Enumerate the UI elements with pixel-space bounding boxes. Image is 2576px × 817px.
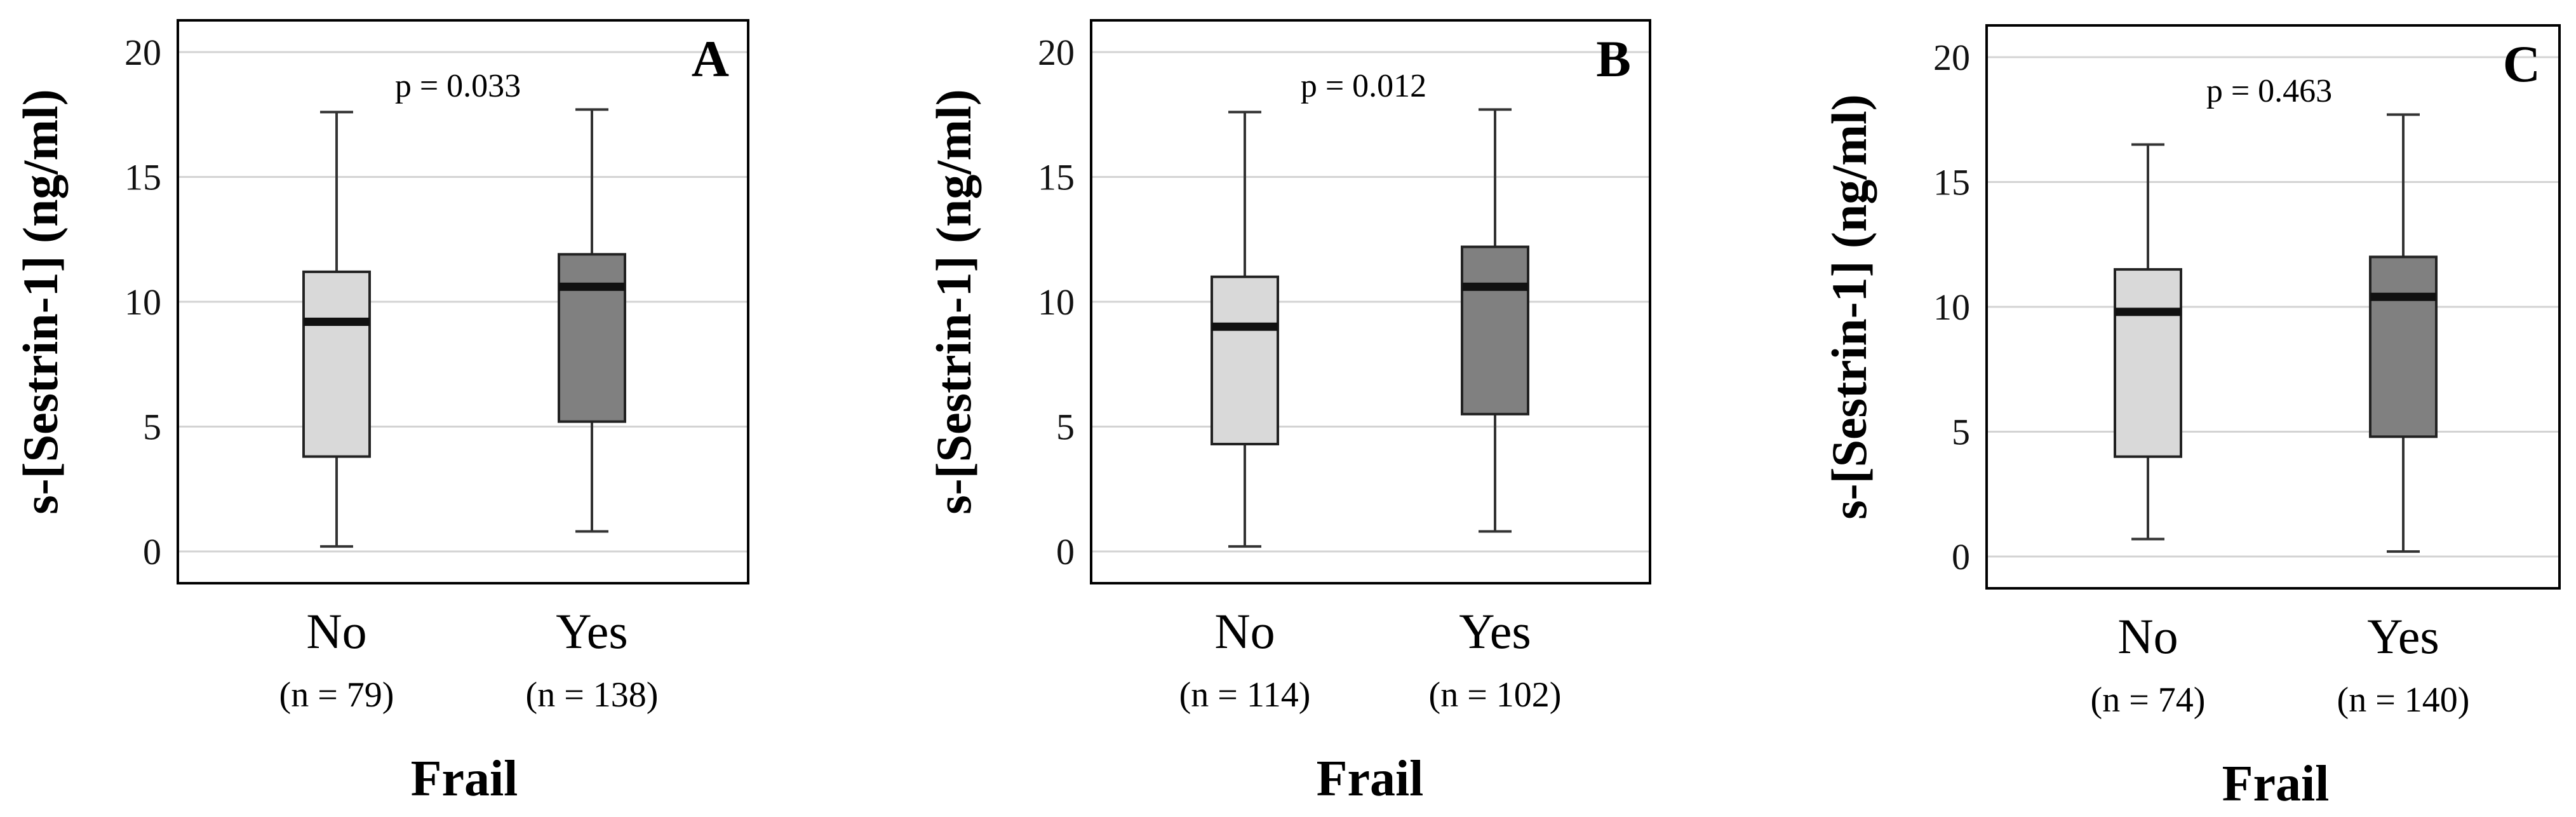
- plot-frame: [1985, 24, 2561, 590]
- y-tick-label: 0: [143, 531, 161, 572]
- x-axis-label: Frail: [411, 751, 518, 807]
- p-value-annotation: p = 0.033: [395, 68, 521, 104]
- y-tick-label: 15: [124, 157, 161, 198]
- x-category-label: No: [1214, 604, 1275, 659]
- y-tick-label: 15: [1933, 162, 1970, 203]
- y-tick-label: 5: [1056, 407, 1075, 448]
- y-tick-label: 0: [1056, 531, 1075, 572]
- y-tick-label: 5: [143, 407, 161, 448]
- x-category-label: No: [2117, 609, 2178, 664]
- x-category-label: Yes: [2367, 609, 2439, 664]
- y-axis-label: s-[Sestrin-1] (ng/ml): [13, 89, 68, 514]
- x-axis-label: Frail: [2222, 756, 2330, 812]
- plot-frame: [1090, 19, 1651, 584]
- box-iqr: [302, 270, 371, 458]
- p-value-annotation: p = 0.012: [1301, 68, 1426, 104]
- x-category-label: Yes: [556, 604, 628, 659]
- y-tick-label: 0: [1952, 536, 1970, 577]
- panel-label: B: [1596, 30, 1631, 88]
- y-tick-label: 10: [124, 281, 161, 323]
- y-axis-label: s-[Sestrin-1] (ng/ml): [1821, 94, 1877, 519]
- p-value-annotation: p = 0.463: [2206, 73, 2332, 109]
- box-iqr: [1461, 245, 1529, 415]
- plot-frame: [177, 19, 749, 584]
- n-label: (n = 138): [526, 675, 659, 715]
- y-tick-label: 10: [1933, 287, 1970, 328]
- panel-label: C: [2503, 35, 2540, 93]
- box-iqr: [558, 253, 626, 423]
- x-category-label: No: [306, 604, 366, 659]
- y-tick-label: 20: [1038, 32, 1075, 73]
- n-label: (n = 102): [1429, 675, 1562, 715]
- n-label: (n = 74): [2091, 680, 2206, 720]
- y-tick-label: 5: [1952, 412, 1970, 453]
- y-axis-label: s-[Sestrin-1] (ng/ml): [926, 89, 981, 514]
- n-label: (n = 79): [279, 675, 394, 715]
- y-tick-label: 15: [1038, 157, 1075, 198]
- y-tick-label: 20: [1933, 37, 1970, 78]
- y-tick-label: 10: [1038, 281, 1075, 323]
- x-category-label: Yes: [1459, 604, 1531, 659]
- box-iqr: [2369, 255, 2438, 438]
- n-label: (n = 140): [2337, 680, 2470, 720]
- box-iqr: [2114, 268, 2182, 458]
- y-tick-label: 20: [124, 32, 161, 73]
- x-axis-label: Frail: [1317, 751, 1424, 807]
- panel-label: A: [692, 30, 729, 88]
- box-iqr: [1211, 275, 1279, 446]
- n-label: (n = 114): [1179, 675, 1311, 715]
